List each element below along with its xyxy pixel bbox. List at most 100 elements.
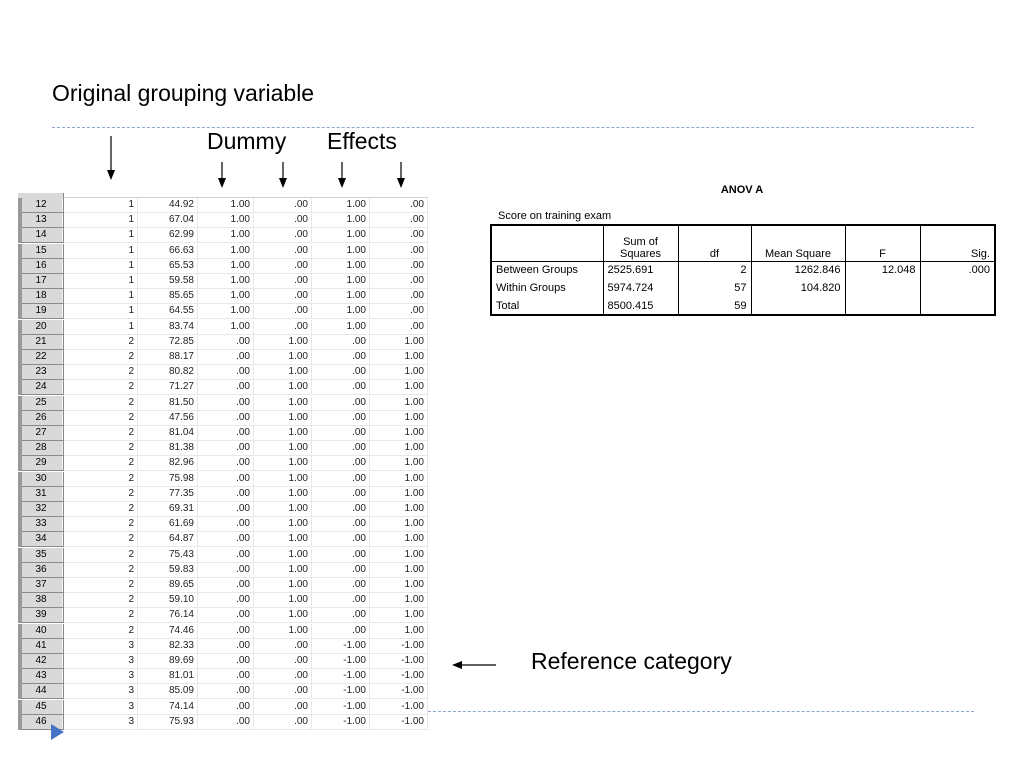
- row-number[interactable]: 13: [18, 213, 64, 229]
- score-cell[interactable]: 59.58: [138, 274, 198, 289]
- dummy2-cell[interactable]: .00: [254, 669, 312, 685]
- row-number[interactable]: 42: [18, 654, 64, 669]
- dummy1-cell[interactable]: .00: [198, 380, 254, 396]
- group-cell[interactable]: 1: [64, 228, 138, 244]
- row-number[interactable]: 35: [18, 547, 64, 563]
- row-number[interactable]: 38: [18, 593, 64, 609]
- dummy1-cell[interactable]: .00: [198, 426, 254, 441]
- table-row[interactable]: 27 2 81.04.00 1.00.00 1.00: [18, 426, 428, 441]
- effect2-cell[interactable]: 1.00: [370, 562, 428, 578]
- effect1-cell[interactable]: 1.00: [312, 304, 370, 320]
- effect1-cell[interactable]: .00: [312, 547, 370, 563]
- effect2-cell[interactable]: .00: [370, 304, 428, 320]
- table-row[interactable]: 38 2 59.10.00 1.00.00 1.00: [18, 593, 428, 609]
- row-number[interactable]: 14: [18, 228, 64, 244]
- group-cell[interactable]: 2: [64, 426, 138, 441]
- effect2-cell[interactable]: 1.00: [370, 410, 428, 426]
- row-number[interactable]: 25: [18, 395, 64, 411]
- group-cell[interactable]: 2: [64, 350, 138, 365]
- table-row[interactable]: 25 2 81.50.00 1.00.00 1.00: [18, 395, 428, 411]
- effect2-cell[interactable]: -1.00: [370, 699, 428, 715]
- dummy1-cell[interactable]: .00: [198, 517, 254, 533]
- row-number[interactable]: 23: [18, 365, 64, 381]
- row-number[interactable]: 39: [18, 608, 64, 624]
- dummy1-cell[interactable]: .00: [198, 669, 254, 685]
- score-cell[interactable]: 59.83: [138, 562, 198, 578]
- effect2-cell[interactable]: 1.00: [370, 441, 428, 457]
- table-row[interactable]: 16 1 65.53 1.00.00 1.00.00: [18, 258, 428, 274]
- effect1-cell[interactable]: .00: [312, 593, 370, 609]
- group-cell[interactable]: 2: [64, 441, 138, 457]
- dummy2-cell[interactable]: 1.00: [254, 502, 312, 517]
- group-cell[interactable]: 3: [64, 699, 138, 715]
- score-cell[interactable]: 81.50: [138, 395, 198, 411]
- effect2-cell[interactable]: 1.00: [370, 532, 428, 548]
- table-row[interactable]: 33 2 61.69.00 1.00.00 1.00: [18, 517, 428, 533]
- dummy1-cell[interactable]: .00: [198, 638, 254, 654]
- effect1-cell[interactable]: .00: [312, 562, 370, 578]
- effect1-cell[interactable]: .00: [312, 486, 370, 502]
- score-cell[interactable]: 74.46: [138, 623, 198, 639]
- dummy1-cell[interactable]: 1.00: [198, 198, 254, 213]
- score-cell[interactable]: 74.14: [138, 699, 198, 715]
- score-cell[interactable]: 83.74: [138, 319, 198, 335]
- row-number[interactable]: 19: [18, 304, 64, 320]
- dummy1-cell[interactable]: 1.00: [198, 258, 254, 274]
- row-number[interactable]: 36: [18, 562, 64, 578]
- score-cell[interactable]: 71.27: [138, 380, 198, 396]
- effect1-cell[interactable]: -1.00: [312, 669, 370, 685]
- effect2-cell[interactable]: 1.00: [370, 365, 428, 381]
- table-row[interactable]: 35 2 75.43.00 1.00.00 1.00: [18, 547, 428, 563]
- dummy1-cell[interactable]: 1.00: [198, 319, 254, 335]
- effect1-cell[interactable]: .00: [312, 608, 370, 624]
- score-cell[interactable]: 89.69: [138, 654, 198, 669]
- effect1-cell[interactable]: 1.00: [312, 243, 370, 259]
- table-row[interactable]: 40 2 74.46.00 1.00.00 1.00: [18, 623, 428, 639]
- table-row[interactable]: 30 2 75.98.00 1.00.00 1.00: [18, 471, 428, 487]
- score-cell[interactable]: 75.93: [138, 714, 198, 730]
- table-row[interactable]: 34 2 64.87.00 1.00.00 1.00: [18, 532, 428, 548]
- effect2-cell[interactable]: .00: [370, 198, 428, 213]
- effect1-cell[interactable]: .00: [312, 623, 370, 639]
- effect2-cell[interactable]: -1.00: [370, 684, 428, 700]
- row-number[interactable]: 33: [18, 517, 64, 533]
- row-number[interactable]: 41: [18, 638, 64, 654]
- effect2-cell[interactable]: -1.00: [370, 654, 428, 669]
- score-cell[interactable]: 81.01: [138, 669, 198, 685]
- table-row[interactable]: 39 2 76.14.00 1.00.00 1.00: [18, 608, 428, 624]
- group-cell[interactable]: 1: [64, 319, 138, 335]
- dummy1-cell[interactable]: .00: [198, 562, 254, 578]
- dummy1-cell[interactable]: .00: [198, 502, 254, 517]
- group-cell[interactable]: 3: [64, 654, 138, 669]
- row-number[interactable]: 43: [18, 669, 64, 685]
- score-cell[interactable]: 65.53: [138, 258, 198, 274]
- dummy1-cell[interactable]: .00: [198, 714, 254, 730]
- group-cell[interactable]: 2: [64, 593, 138, 609]
- dummy1-cell[interactable]: 1.00: [198, 243, 254, 259]
- row-number[interactable]: 18: [18, 289, 64, 305]
- effect2-cell[interactable]: .00: [370, 274, 428, 289]
- group-cell[interactable]: 2: [64, 547, 138, 563]
- table-row[interactable]: 17 1 59.58 1.00.00 1.00.00: [18, 274, 428, 289]
- effect2-cell[interactable]: 1.00: [370, 517, 428, 533]
- row-number[interactable]: 29: [18, 456, 64, 472]
- dummy1-cell[interactable]: 1.00: [198, 304, 254, 320]
- effect2-cell[interactable]: 1.00: [370, 426, 428, 441]
- dummy2-cell[interactable]: 1.00: [254, 365, 312, 381]
- effect2-cell[interactable]: .00: [370, 289, 428, 305]
- effect2-cell[interactable]: 1.00: [370, 623, 428, 639]
- group-cell[interactable]: 2: [64, 471, 138, 487]
- group-cell[interactable]: 3: [64, 638, 138, 654]
- dummy2-cell[interactable]: .00: [254, 228, 312, 244]
- group-cell[interactable]: 1: [64, 213, 138, 229]
- score-cell[interactable]: 81.04: [138, 426, 198, 441]
- group-cell[interactable]: 2: [64, 532, 138, 548]
- table-row[interactable]: 42 3 89.69.00.00 -1.00 -1.00: [18, 654, 428, 669]
- dummy1-cell[interactable]: .00: [198, 395, 254, 411]
- table-row[interactable]: 46 3 75.93.00.00 -1.00 -1.00: [18, 714, 428, 730]
- row-number[interactable]: 15: [18, 243, 64, 259]
- effect1-cell[interactable]: .00: [312, 441, 370, 457]
- dummy1-cell[interactable]: .00: [198, 471, 254, 487]
- effect2-cell[interactable]: .00: [370, 258, 428, 274]
- dummy2-cell[interactable]: .00: [254, 638, 312, 654]
